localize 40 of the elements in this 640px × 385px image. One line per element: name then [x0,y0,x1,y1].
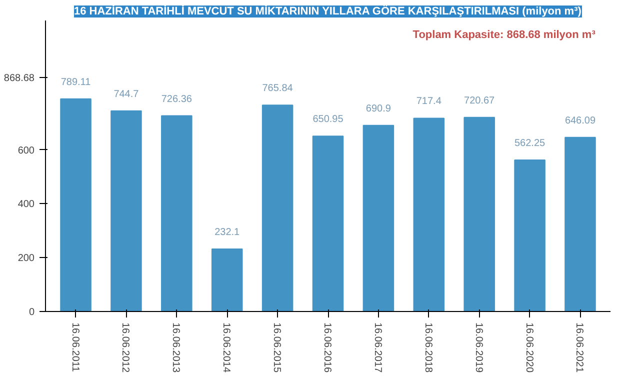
data-label: 562.25 [514,138,546,150]
y-tick-label: 600 [18,145,35,156]
data-label: 232.1 [214,226,240,238]
bar [110,110,142,312]
data-label: 646.09 [564,115,596,126]
data-label: 717.4 [416,96,442,108]
x-tick-label: 16.06.2016 [322,322,332,373]
bar [514,160,546,312]
x-tick-label: 16.06.2014 [220,322,232,373]
data-label: 690.9 [366,103,392,114]
x-tick-label: 16.06.2015 [271,322,282,373]
data-label: 765.84 [262,83,294,94]
bar [413,118,445,312]
y-tick-label: 400 [18,199,35,210]
bar [312,136,344,312]
data-label: 744.7 [114,88,140,100]
x-tick-label: 16.06.2018 [422,322,434,373]
y-tick-label: 868.68 [4,72,35,84]
x-tick-label: 16.06.2017 [372,322,383,373]
y-tick-label: 200 [18,253,35,264]
bar [161,115,192,312]
data-label: 726.36 [161,94,192,105]
annotation: Toplam Kapasite: 868.68 milyon m³ [412,29,596,42]
bar [211,248,243,312]
y-tick-label: 0 [28,307,35,318]
bar [464,116,495,312]
bar [362,124,394,312]
x-tick-label: 16.06.2020 [523,322,534,373]
data-label: 720.67 [464,95,496,106]
data-label: 789.11 [60,76,92,88]
x-tick-label: 16.06.2013 [170,322,182,373]
data-label: 650.95 [312,114,344,126]
x-tick-label: 16.06.2021 [574,322,585,373]
bar [262,104,294,312]
x-tick-label: 16.06.2012 [120,322,131,373]
x-tick-label: 16.06.2019 [472,322,484,373]
chart-title: 16 HAZİRAN TARİHLİ MEVCUT SU MİKTARININ YILLARA GÖRE KARŞILAŞTIRILMASI (milyon m³) [74,4,582,18]
x-tick-label: 16.06.2011 [69,322,80,372]
bar [564,136,596,312]
bar [60,98,92,312]
